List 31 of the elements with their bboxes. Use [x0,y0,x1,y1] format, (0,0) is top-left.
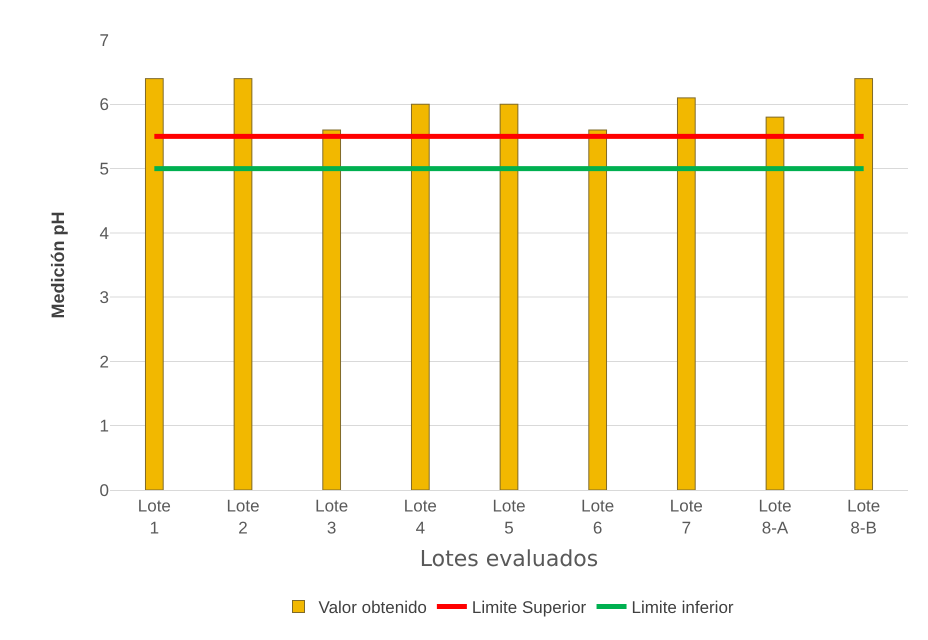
x-tick-label: Lote 6 [581,496,614,538]
x-tick-label: Lote 1 [138,496,171,538]
x-tick-label: Lote 8-A [758,496,792,538]
bar [766,116,784,490]
y-tick-label: 4 [100,224,109,243]
legend-label: Valor obtenido [318,598,427,618]
y-tick-label: 2 [100,352,109,372]
bar [322,130,342,490]
x-tick-label: Lote 4 [404,496,437,538]
y-tick-label: 6 [100,95,109,114]
bar [500,104,518,490]
legend-label: Limite Superior [472,598,587,618]
x-tick-label: Lote 7 [670,496,703,538]
bar [588,130,608,490]
x-tick-label: Lote 8-B [847,496,880,538]
x-tick-label: Lote 2 [226,496,260,538]
bar [234,78,252,490]
y-axis-title: Medición pH [48,212,68,318]
x-tick-label: Lote 5 [492,496,526,538]
x-axis-title: Lotes evaluados [420,547,598,572]
y-tick-label: 0 [100,480,109,500]
y-tick-label: 5 [100,160,109,179]
x-tick-label: Lote 3 [315,496,348,538]
bar [854,78,874,490]
y-tick-label: 1 [100,416,109,436]
y-tick-label: 3 [100,288,109,308]
bar [144,78,164,490]
y-tick-label: 7 [100,30,109,50]
bar [676,97,696,490]
legend-label: Limite inferior [632,598,734,618]
bar [410,104,430,490]
